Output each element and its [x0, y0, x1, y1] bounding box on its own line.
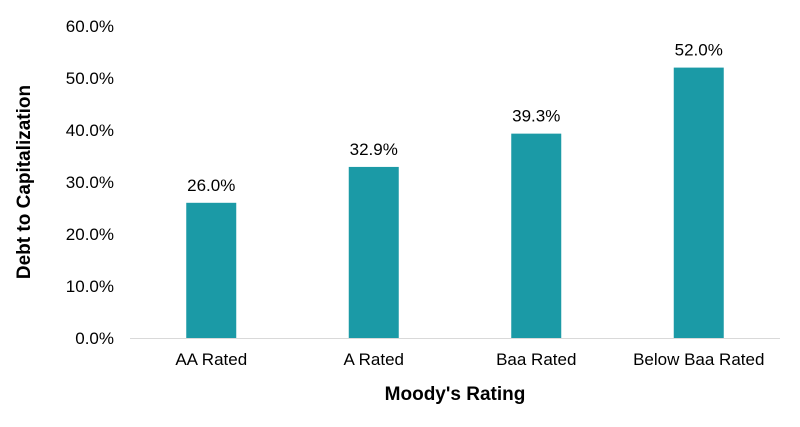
bar-data-label: 32.9%	[350, 140, 398, 159]
bar-data-label: 39.3%	[512, 107, 560, 126]
x-axis-title: Moody's Rating	[385, 384, 526, 405]
y-tick-label: 0.0%	[75, 329, 114, 348]
bars	[186, 67, 724, 338]
y-tick-label: 60.0%	[66, 17, 114, 36]
y-tick-label: 40.0%	[66, 121, 114, 140]
x-tick-label: A Rated	[344, 350, 405, 369]
y-axis-title: Debt to Capitalization	[14, 85, 35, 279]
x-tick-label: Baa Rated	[496, 350, 576, 369]
bar-data-label: 26.0%	[187, 176, 235, 195]
y-tick-label: 20.0%	[66, 225, 114, 244]
bar	[511, 133, 562, 338]
bar-data-label: 52.0%	[675, 41, 723, 60]
bar	[186, 202, 237, 338]
bar	[673, 67, 724, 338]
x-axis-ticks: AA Rated A Rated Baa Rated Below Baa Rated	[175, 350, 764, 369]
x-tick-label: Below Baa Rated	[633, 350, 764, 369]
y-tick-label: 10.0%	[66, 277, 114, 296]
bar-data-labels: 26.0% 32.9% 39.3% 52.0%	[187, 41, 723, 195]
bar	[348, 166, 399, 338]
y-axis-ticks: 0.0% 10.0% 20.0% 30.0% 40.0% 50.0% 60.0%	[66, 17, 114, 348]
x-tick-label: AA Rated	[175, 350, 247, 369]
y-tick-label: 50.0%	[66, 69, 114, 88]
y-tick-label: 30.0%	[66, 173, 114, 192]
